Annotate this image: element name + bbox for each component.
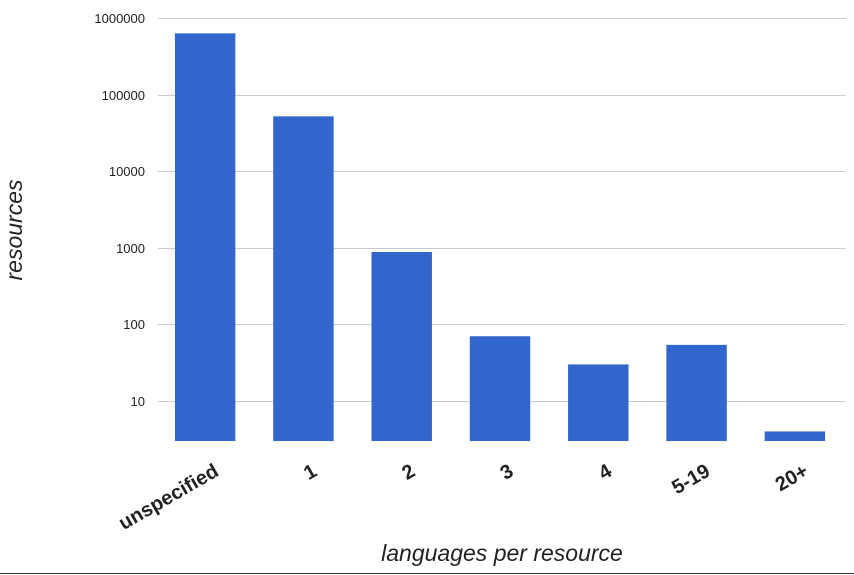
bar xyxy=(273,116,334,442)
y-tick-label: 10000 xyxy=(109,164,145,179)
x-axis-title: languages per resource xyxy=(381,540,623,566)
gridlines xyxy=(158,18,846,402)
x-category-label: 2 xyxy=(398,460,419,485)
y-axis-title: resources xyxy=(1,179,27,280)
y-tick-label: 1000 xyxy=(116,241,145,256)
x-category-label: unspecified xyxy=(115,460,222,535)
bar xyxy=(568,364,629,441)
y-tick-label: 10 xyxy=(131,394,145,409)
bar xyxy=(371,252,432,441)
y-tick-label: 100 xyxy=(123,317,145,332)
y-axis-ticks: 10 100 1000 10000 100000 1000000 xyxy=(94,11,145,409)
bar xyxy=(666,344,727,441)
x-category-label: 20+ xyxy=(772,460,812,496)
y-tick-label: 100000 xyxy=(102,88,145,103)
x-axis-categories: unspecified 1 2 3 4 5-19 20+ xyxy=(115,460,812,535)
x-category-label: 4 xyxy=(595,460,616,485)
x-category-label: 3 xyxy=(497,460,518,485)
bar xyxy=(764,431,826,441)
x-category-label: 5-19 xyxy=(668,460,714,499)
bars xyxy=(174,33,826,442)
bar xyxy=(174,33,236,442)
y-tick-label: 1000000 xyxy=(94,11,145,26)
bar xyxy=(469,336,531,441)
x-category-label: 1 xyxy=(300,460,321,485)
